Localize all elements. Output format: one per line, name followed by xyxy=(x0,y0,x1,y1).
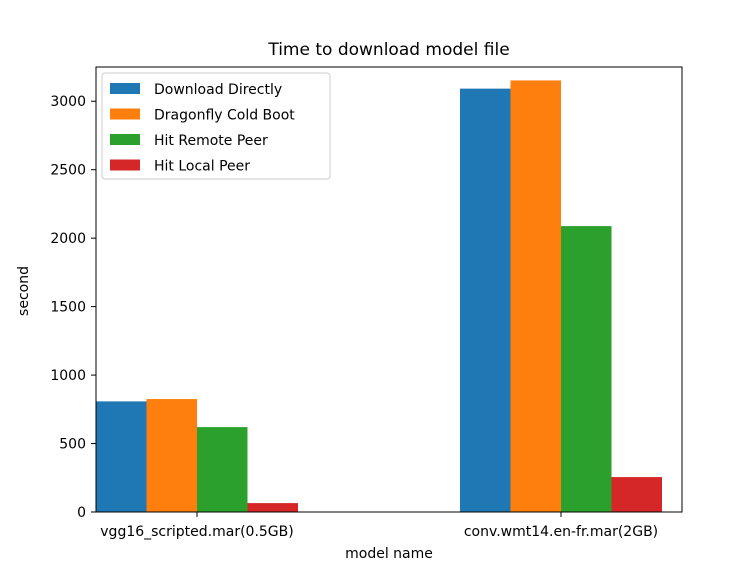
y-tick-label-5: 2500 xyxy=(50,163,86,179)
legend-swatch-1 xyxy=(110,83,140,94)
legend-label-2: Dragonfly Cold Boot xyxy=(154,108,295,124)
legend-label-1: Download Directly xyxy=(154,82,282,98)
legend-box xyxy=(101,72,331,180)
bar-4-1 xyxy=(247,503,298,512)
legend: Download Directly Dragonfly Cold Boot Hit … xyxy=(101,72,331,180)
x-tick-label-0: vgg16_scripted.mar(0.5GB) xyxy=(100,524,293,540)
x-axis-label: model name xyxy=(345,546,433,562)
y-tick-label-3: 1500 xyxy=(50,300,86,316)
bar-1-2 xyxy=(460,88,511,512)
bar-3-1 xyxy=(197,427,248,512)
y-tick-label-1: 500 xyxy=(59,437,86,453)
y-tick-label-6: 3000 xyxy=(50,94,86,110)
y-tick-label-2: 1000 xyxy=(50,368,86,384)
y-axis-label: second xyxy=(16,266,32,316)
legend-swatch-3 xyxy=(110,134,140,145)
bar-3-2 xyxy=(561,226,612,512)
legend-swatch-2 xyxy=(110,108,140,120)
bars-layer xyxy=(96,80,662,513)
chart-title: Time to download model file xyxy=(267,40,509,60)
y-tick-label-0: 0 xyxy=(77,505,86,521)
legend-swatch-4 xyxy=(110,159,140,171)
bar-4-2 xyxy=(611,477,662,512)
bar-2-1 xyxy=(146,399,197,512)
plot-frame xyxy=(95,66,683,513)
x-tick-label-1: conv.wmt14.en-fr.mar(2GB) xyxy=(464,524,658,540)
y-tick-label-4: 2000 xyxy=(50,231,86,247)
axes-layer: 0 500 1000 1500 2000 2500 3000 vgg16_scripted.m… xyxy=(50,66,683,540)
bar-1-1 xyxy=(96,401,147,512)
legend-label-3: Hit Remote Peer xyxy=(154,133,268,149)
bar-2-2 xyxy=(510,80,561,513)
legend-label-4: Hit Local Peer xyxy=(154,159,250,175)
